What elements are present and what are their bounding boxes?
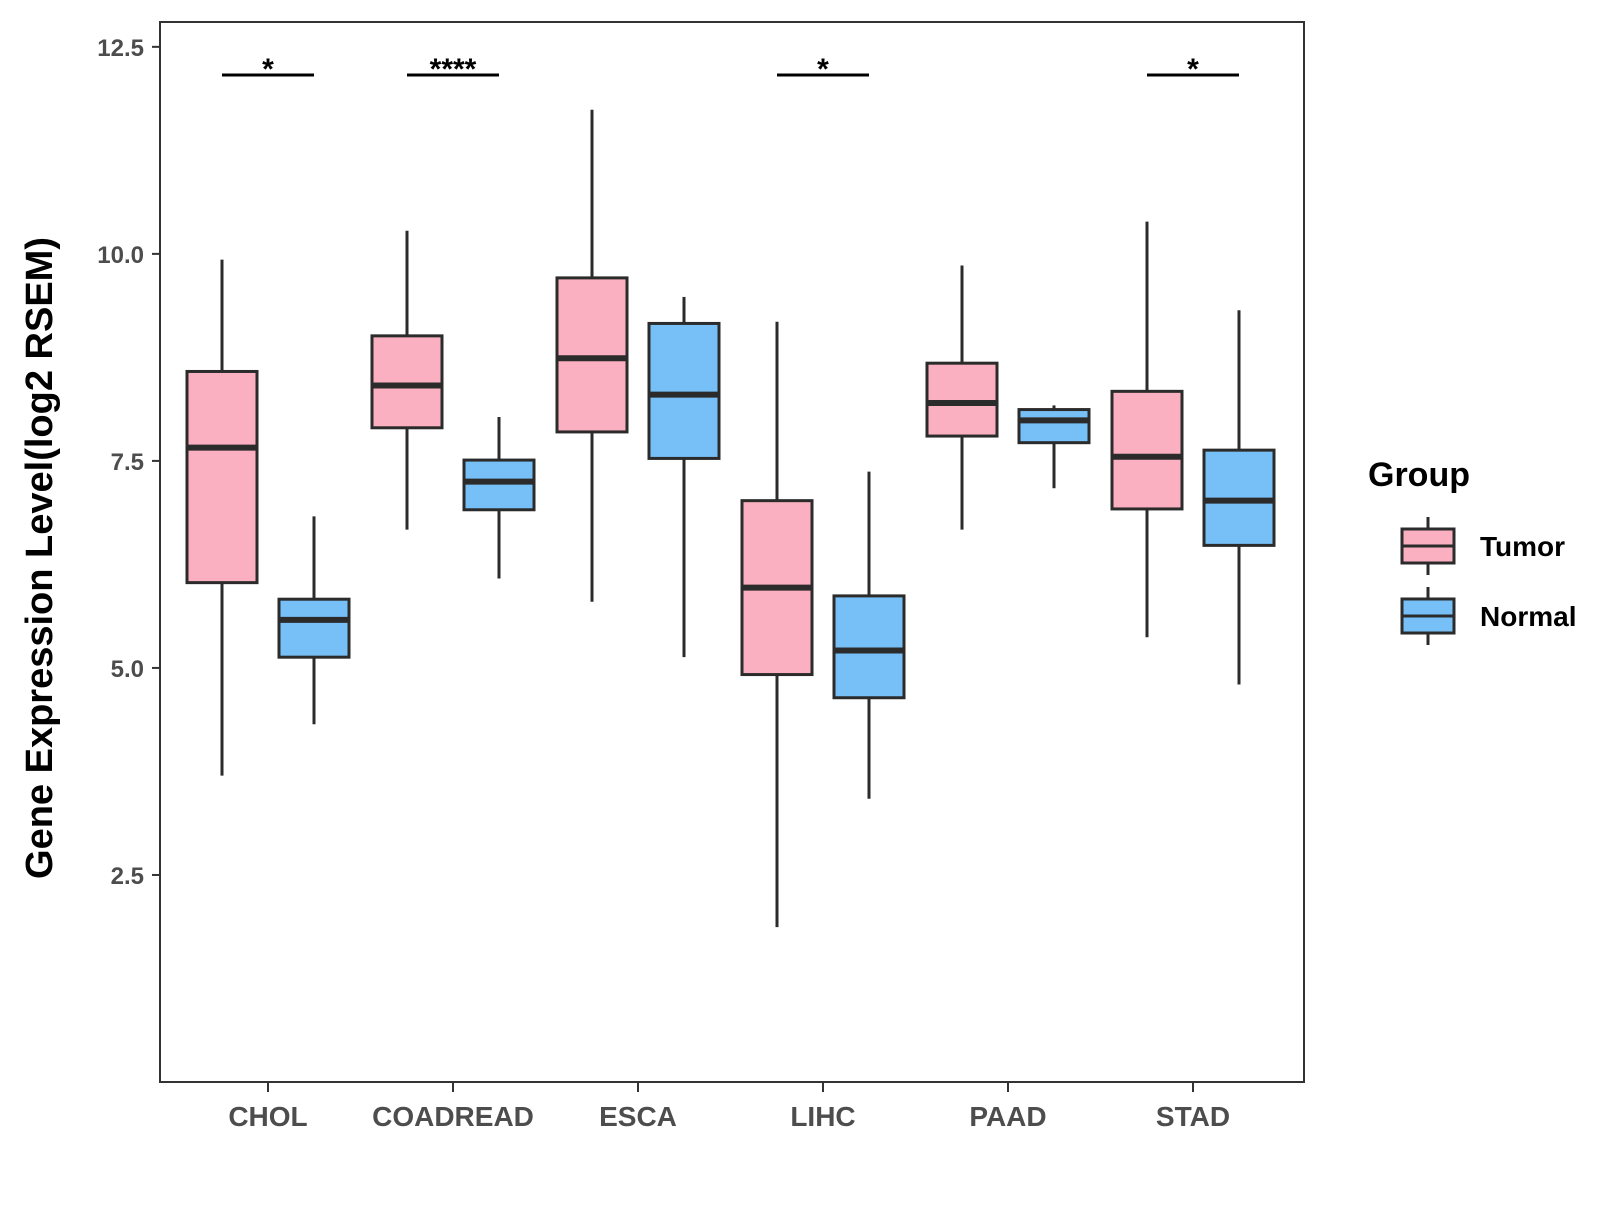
- box-body: [925, 361, 999, 438]
- legend-label: Normal: [1480, 601, 1576, 632]
- x-tick-label: PAAD: [969, 1101, 1046, 1132]
- x-tick-label: CHOL: [228, 1101, 307, 1132]
- legend-title: Group: [1368, 456, 1470, 494]
- y-axis: 2.5 5.0 7.5 10.0 12.5: [97, 35, 160, 890]
- box-body: [1017, 408, 1091, 445]
- box-tumor-paad: [925, 265, 999, 530]
- significance-label: *: [817, 53, 829, 86]
- box-normal-paad: [1017, 405, 1091, 489]
- legend: Group Tumor Normal: [1368, 456, 1576, 645]
- box-normal-chol: [277, 516, 351, 725]
- box-body: [277, 597, 351, 659]
- significance-layer: * **** * *: [222, 53, 1239, 86]
- x-tick-label: COADREAD: [372, 1101, 534, 1132]
- significance-label: ****: [430, 53, 477, 86]
- box-body: [370, 334, 444, 430]
- box-normal-stad: [1202, 310, 1276, 685]
- box-normal-esca: [647, 296, 721, 658]
- box-tumor-lihc: [740, 321, 814, 928]
- plot-panel: [159, 21, 1305, 1083]
- box-tumor-esca: [555, 109, 629, 602]
- box-tumor-stad: [1110, 221, 1184, 638]
- box-body: [185, 369, 259, 585]
- box-tumor-coadread: [370, 230, 444, 530]
- legend-item-normal: Normal: [1400, 587, 1576, 645]
- x-tick-label: STAD: [1156, 1101, 1230, 1132]
- y-tick-label: 10.0: [97, 242, 144, 269]
- box-normal-coadread: [462, 417, 536, 579]
- box-normal-lihc: [832, 471, 906, 799]
- panel-border: [159, 21, 1305, 1083]
- box-body: [462, 458, 536, 512]
- y-tick-label: 7.5: [111, 449, 144, 476]
- y-tick-label: 12.5: [97, 35, 144, 62]
- x-axis: CHOL COADREAD ESCA LIHC PAAD STAD: [228, 1082, 1230, 1132]
- box-body: [832, 594, 906, 700]
- boxes-layer: [185, 109, 1276, 928]
- significance-label: *: [262, 53, 274, 86]
- box-tumor-chol: [185, 259, 259, 776]
- x-tick-label: ESCA: [599, 1101, 677, 1132]
- significance-label: *: [1187, 53, 1199, 86]
- legend-item-tumor: Tumor: [1400, 517, 1565, 575]
- box-body: [647, 321, 721, 460]
- box-body: [1110, 389, 1184, 511]
- y-tick-label: 5.0: [111, 656, 144, 683]
- x-tick-label: LIHC: [790, 1101, 855, 1132]
- y-axis-title: Gene Expression Level(log2 RSEM): [19, 237, 61, 879]
- y-tick-label: 2.5: [111, 863, 144, 890]
- box-body: [555, 276, 629, 434]
- legend-label: Tumor: [1480, 531, 1565, 562]
